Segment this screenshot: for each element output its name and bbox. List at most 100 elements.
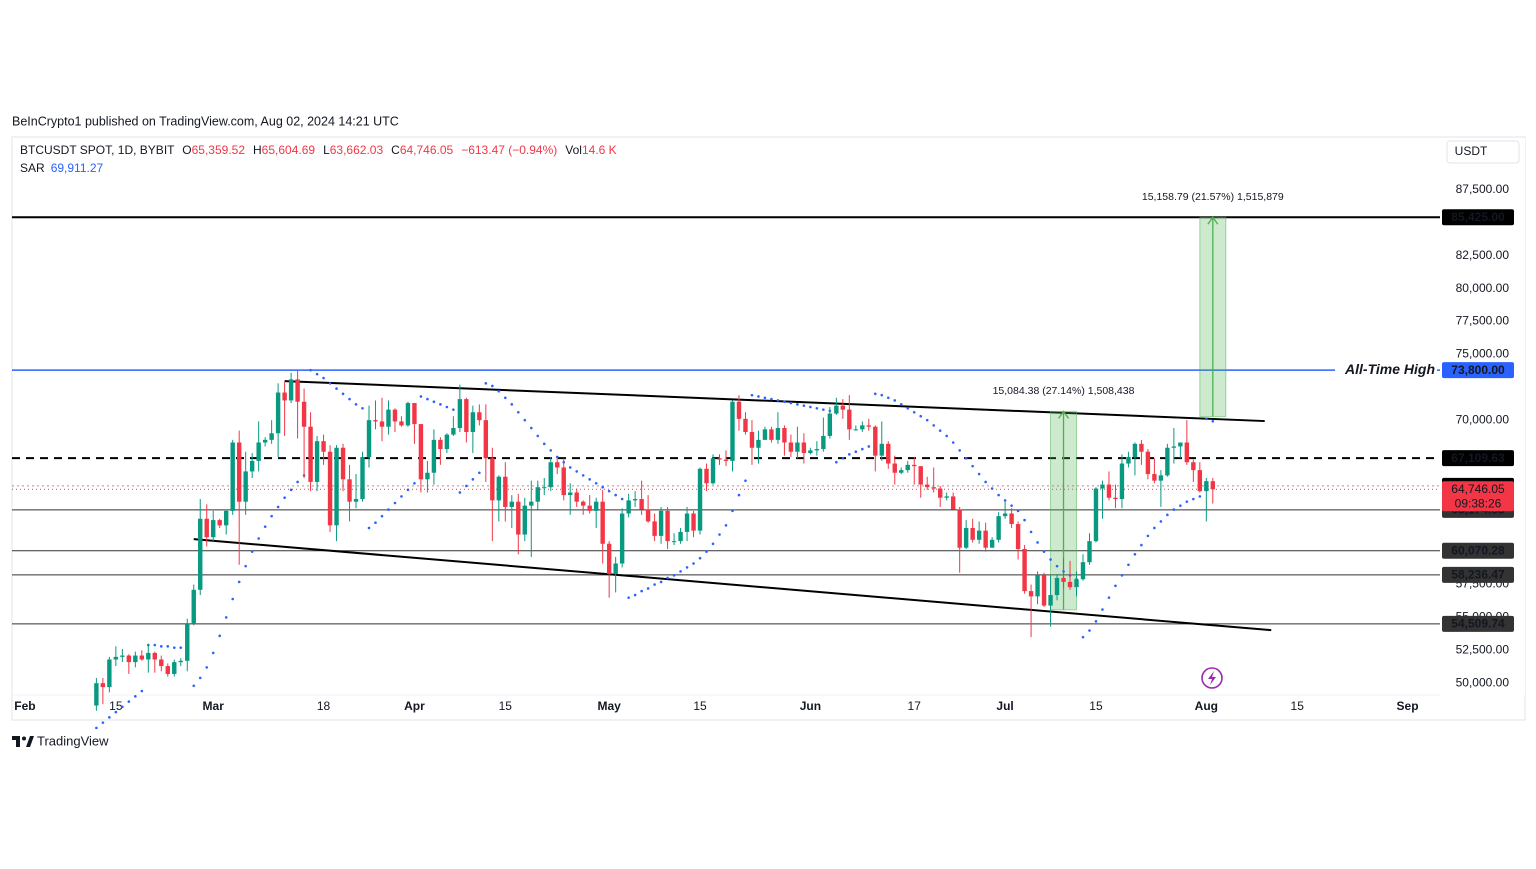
candle-body	[308, 426, 313, 482]
candle-body	[808, 450, 813, 454]
level-note: All-Time High	[1344, 361, 1435, 377]
candle-body	[1022, 549, 1027, 592]
candle-body	[925, 484, 930, 488]
legend-symbol: BTCUSDT SPOT, 1D, BYBIT	[20, 143, 175, 157]
candle-body	[1028, 591, 1034, 597]
sar-dot	[179, 646, 183, 649]
sar-dot	[1133, 552, 1137, 556]
sar-dot	[646, 587, 650, 590]
sar-dot	[958, 449, 961, 452]
candle-body	[1074, 579, 1079, 588]
candle-body	[1048, 595, 1053, 606]
candle-body	[1126, 456, 1131, 464]
candle-body	[191, 589, 196, 624]
sar-dot	[607, 489, 611, 493]
candle-body	[574, 492, 579, 502]
sar-dot	[757, 395, 760, 398]
sar-dot	[1153, 526, 1156, 530]
sar-dot	[237, 580, 241, 584]
sar-dot	[1081, 635, 1085, 639]
sar-dot	[516, 410, 520, 414]
legend-key: H	[253, 143, 262, 157]
sar-dot	[341, 392, 345, 396]
logo-mark	[12, 736, 20, 747]
x-tick-label: Jul	[996, 699, 1013, 713]
sar-dot	[426, 397, 429, 401]
sar-dot	[1114, 584, 1117, 588]
candle-body	[743, 418, 748, 432]
x-tick-label: 15	[109, 699, 123, 713]
logo-dot	[22, 736, 26, 741]
candle-body	[658, 510, 664, 536]
candle-body	[230, 442, 235, 511]
sar-dot	[627, 596, 630, 599]
sar-dot	[822, 408, 825, 411]
candle-body	[613, 563, 618, 575]
sar-dot	[328, 382, 332, 385]
sar-dot	[523, 418, 527, 422]
candle-body	[211, 520, 216, 538]
sar-dot	[121, 705, 124, 709]
sar-dot	[783, 400, 786, 404]
sar-dot	[815, 407, 819, 410]
sar-dot	[1055, 564, 1059, 568]
alert-icon[interactable]	[1201, 667, 1223, 689]
candle-body	[1204, 481, 1209, 492]
level-badge-label: 54,509.74	[1451, 617, 1505, 631]
x-tick-label: 18	[317, 699, 331, 713]
legend-value: 65,604.69	[262, 143, 316, 157]
sar-dot	[873, 392, 877, 396]
candle-body	[535, 487, 540, 502]
candle-body	[327, 451, 333, 526]
x-tick-label: 17	[908, 699, 922, 713]
candle-body	[399, 421, 404, 426]
level-badge	[1442, 362, 1514, 379]
sar-dot	[484, 382, 488, 385]
candle-body	[847, 409, 852, 430]
sar-dot	[698, 556, 702, 560]
candle-body	[632, 499, 638, 501]
candle-body	[671, 541, 677, 543]
sar-dot	[432, 400, 436, 404]
sar-dot	[244, 564, 247, 568]
y-tick-label: 82,500.00	[1456, 248, 1510, 262]
candle-body	[113, 656, 119, 660]
candle-body	[522, 505, 527, 535]
candle-body	[418, 424, 424, 480]
candle-body	[697, 468, 703, 531]
sar-dot	[1120, 574, 1124, 577]
candle-body	[451, 428, 456, 435]
candle-body	[94, 683, 99, 706]
candle-body	[1197, 470, 1203, 492]
sar-dot	[198, 676, 202, 680]
sar-legend: SAR 69,911.27	[20, 161, 104, 175]
sar-dot	[1146, 534, 1150, 538]
sar-dot	[205, 666, 209, 669]
legend: BTCUSDT SPOT, 1D, BYBIT O65,359.52 H65,604…	[20, 143, 617, 157]
sar-dot	[679, 570, 682, 573]
sar-dot	[659, 580, 663, 584]
sar-dot	[971, 464, 974, 468]
candle-body	[1119, 463, 1125, 500]
x-tick-label: 15	[1291, 699, 1305, 713]
candle-body	[606, 543, 612, 575]
level-badge	[1442, 209, 1514, 226]
candle-body	[314, 441, 320, 482]
candle-body	[652, 521, 657, 536]
trendline	[284, 380, 1265, 423]
candle-body	[840, 405, 846, 410]
currency-box[interactable]	[1446, 140, 1520, 164]
level-badge	[1442, 566, 1514, 583]
legend-key: O	[182, 143, 191, 157]
sar-dot	[95, 726, 98, 730]
candle-body	[730, 401, 735, 461]
sar-dot	[257, 537, 260, 540]
last-price-countdown: 09:38:26	[1455, 496, 1502, 510]
candle-body	[379, 421, 385, 427]
candle-body	[950, 496, 956, 510]
sar-dot	[153, 643, 157, 647]
candle-body	[944, 496, 949, 498]
sar-dot	[1159, 520, 1163, 523]
sar-dot	[620, 497, 624, 501]
